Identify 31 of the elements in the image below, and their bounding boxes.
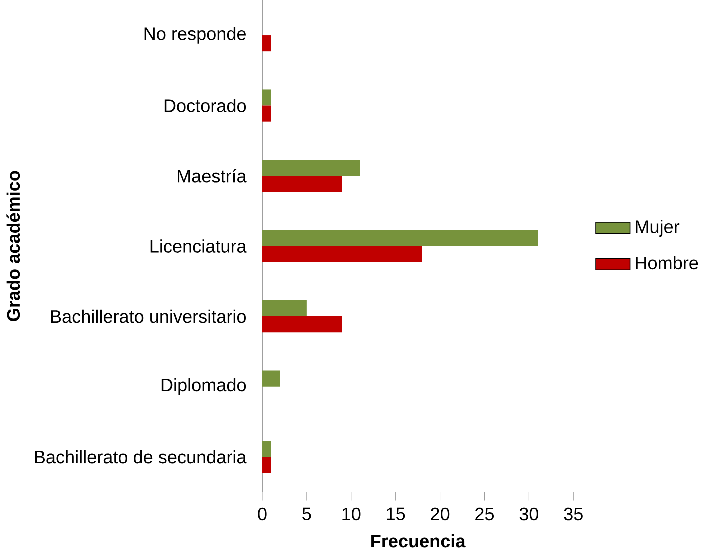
y-tick-label: Diplomado <box>162 378 246 396</box>
x-tick-label: 5 <box>302 508 312 520</box>
bar <box>262 300 307 316</box>
x-tick-label: 30 <box>520 508 539 520</box>
bar <box>262 440 272 457</box>
y-axis-title: Grado académico <box>6 171 20 322</box>
x-tick-label: 0 <box>258 508 267 520</box>
bar <box>262 230 538 246</box>
bar <box>262 176 342 192</box>
bar <box>262 316 342 332</box>
x-axis-title: Frecuencia <box>372 534 466 548</box>
legend-label: Mujer <box>636 220 680 237</box>
bar <box>262 106 272 122</box>
x-tick-label: 15 <box>387 508 406 520</box>
x-tick-label: 25 <box>476 508 494 520</box>
bar <box>262 160 360 176</box>
bar <box>262 246 422 262</box>
y-tick-label: Bachillerato de secundaria <box>35 450 247 464</box>
bar <box>262 370 280 387</box>
bar <box>262 456 272 473</box>
y-tick-label: Doctorado <box>164 98 246 112</box>
bar <box>262 90 272 106</box>
bar <box>262 35 272 52</box>
x-tick-label: 35 <box>564 508 583 520</box>
x-tick-label: 10 <box>342 508 361 520</box>
y-tick-label: Bachillerato universitario <box>51 310 246 324</box>
x-tick-label: 20 <box>431 508 450 520</box>
y-tick-label: Licenciatura <box>150 239 247 253</box>
legend-label: Hombre <box>636 256 698 270</box>
y-tick-label: No responde <box>144 26 246 44</box>
y-tick-label: Maestría <box>178 169 247 183</box>
